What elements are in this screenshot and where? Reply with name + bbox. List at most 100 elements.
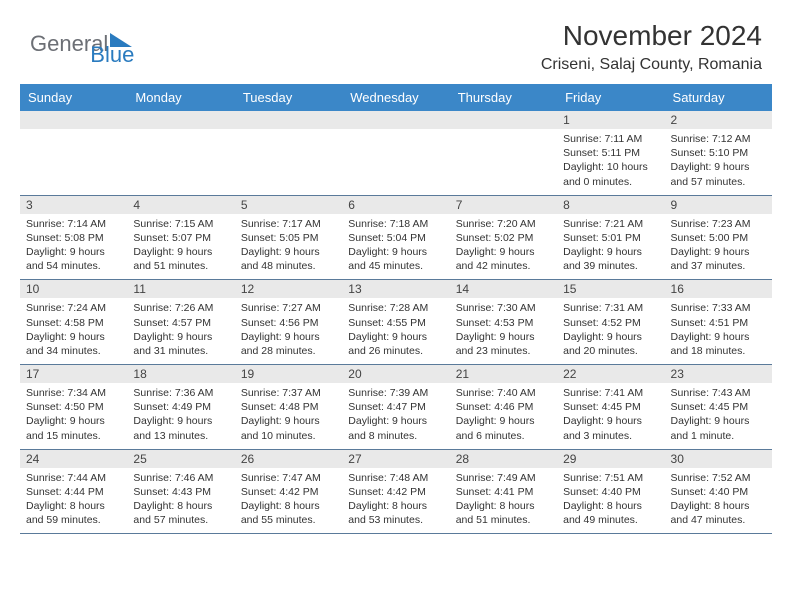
day-detail-cell [450,129,557,195]
daylight-line: Daylight: 9 hours and 6 minutes. [456,414,551,442]
sunrise-line: Sunrise: 7:17 AM [241,217,336,231]
daylight-line: Daylight: 8 hours and 59 minutes. [26,499,121,527]
day-number-cell: 25 [127,449,234,468]
sunset-line: Sunset: 4:41 PM [456,485,551,499]
day-number-cell: 30 [665,449,772,468]
sunrise-line: Sunrise: 7:21 AM [563,217,658,231]
day-number-cell: 9 [665,195,772,214]
weekday-header: Tuesday [235,84,342,111]
day-detail-cell: Sunrise: 7:14 AMSunset: 5:08 PMDaylight:… [20,214,127,280]
daylight-line: Daylight: 9 hours and 10 minutes. [241,414,336,442]
daylight-line: Daylight: 10 hours and 0 minutes. [563,160,658,188]
sunrise-line: Sunrise: 7:33 AM [671,301,766,315]
daylight-line: Daylight: 9 hours and 28 minutes. [241,330,336,358]
day-number-cell [20,111,127,129]
day-number-cell: 14 [450,280,557,299]
sunrise-line: Sunrise: 7:23 AM [671,217,766,231]
daylight-line: Daylight: 8 hours and 53 minutes. [348,499,443,527]
sunset-line: Sunset: 4:42 PM [241,485,336,499]
day-number-cell [127,111,234,129]
daylight-line: Daylight: 9 hours and 13 minutes. [133,414,228,442]
day-number-cell: 26 [235,449,342,468]
sunset-line: Sunset: 4:42 PM [348,485,443,499]
sunset-line: Sunset: 5:00 PM [671,231,766,245]
daylight-line: Daylight: 9 hours and 54 minutes. [26,245,121,273]
day-number-row: 17181920212223 [20,365,772,384]
daylight-line: Daylight: 8 hours and 55 minutes. [241,499,336,527]
daylight-line: Daylight: 9 hours and 57 minutes. [671,160,766,188]
day-number-cell: 13 [342,280,449,299]
sunset-line: Sunset: 4:44 PM [26,485,121,499]
sunrise-line: Sunrise: 7:40 AM [456,386,551,400]
daylight-line: Daylight: 8 hours and 51 minutes. [456,499,551,527]
daylight-line: Daylight: 9 hours and 37 minutes. [671,245,766,273]
day-number-cell: 12 [235,280,342,299]
weekday-header: Saturday [665,84,772,111]
sunset-line: Sunset: 5:11 PM [563,146,658,160]
day-detail-cell: Sunrise: 7:23 AMSunset: 5:00 PMDaylight:… [665,214,772,280]
weekday-header: Monday [127,84,234,111]
sunset-line: Sunset: 5:04 PM [348,231,443,245]
sunset-line: Sunset: 4:53 PM [456,316,551,330]
sunset-line: Sunset: 4:40 PM [671,485,766,499]
day-number-cell: 18 [127,365,234,384]
sunset-line: Sunset: 4:57 PM [133,316,228,330]
daylight-line: Daylight: 9 hours and 1 minute. [671,414,766,442]
sunset-line: Sunset: 4:55 PM [348,316,443,330]
day-detail-cell: Sunrise: 7:12 AMSunset: 5:10 PMDaylight:… [665,129,772,195]
day-detail-cell: Sunrise: 7:20 AMSunset: 5:02 PMDaylight:… [450,214,557,280]
sunrise-line: Sunrise: 7:47 AM [241,471,336,485]
daylight-line: Daylight: 9 hours and 26 minutes. [348,330,443,358]
sunset-line: Sunset: 4:50 PM [26,400,121,414]
day-detail-cell: Sunrise: 7:44 AMSunset: 4:44 PMDaylight:… [20,468,127,534]
day-number-cell: 10 [20,280,127,299]
sunrise-line: Sunrise: 7:46 AM [133,471,228,485]
sunrise-line: Sunrise: 7:11 AM [563,132,658,146]
day-number-cell [235,111,342,129]
sunrise-line: Sunrise: 7:49 AM [456,471,551,485]
sunset-line: Sunset: 4:45 PM [563,400,658,414]
day-detail-cell: Sunrise: 7:15 AMSunset: 5:07 PMDaylight:… [127,214,234,280]
day-detail-cell: Sunrise: 7:31 AMSunset: 4:52 PMDaylight:… [557,298,664,364]
day-number-row: 10111213141516 [20,280,772,299]
day-number-cell [450,111,557,129]
day-detail-cell: Sunrise: 7:47 AMSunset: 4:42 PMDaylight:… [235,468,342,534]
day-number-row: 24252627282930 [20,449,772,468]
day-detail-cell: Sunrise: 7:11 AMSunset: 5:11 PMDaylight:… [557,129,664,195]
day-detail-cell: Sunrise: 7:49 AMSunset: 4:41 PMDaylight:… [450,468,557,534]
day-detail-cell: Sunrise: 7:52 AMSunset: 4:40 PMDaylight:… [665,468,772,534]
weekday-header: Thursday [450,84,557,111]
daylight-line: Daylight: 9 hours and 8 minutes. [348,414,443,442]
day-detail-cell [342,129,449,195]
day-detail-cell: Sunrise: 7:41 AMSunset: 4:45 PMDaylight:… [557,383,664,449]
day-number-cell: 8 [557,195,664,214]
day-detail-row: Sunrise: 7:24 AMSunset: 4:58 PMDaylight:… [20,298,772,364]
weekday-header: Wednesday [342,84,449,111]
day-number-cell: 21 [450,365,557,384]
sunset-line: Sunset: 4:47 PM [348,400,443,414]
sunrise-line: Sunrise: 7:36 AM [133,386,228,400]
day-number-cell: 4 [127,195,234,214]
day-number-cell: 7 [450,195,557,214]
day-detail-cell: Sunrise: 7:21 AMSunset: 5:01 PMDaylight:… [557,214,664,280]
location-subtitle: Criseni, Salaj County, Romania [541,56,762,74]
daylight-line: Daylight: 9 hours and 3 minutes. [563,414,658,442]
day-detail-cell: Sunrise: 7:48 AMSunset: 4:42 PMDaylight:… [342,468,449,534]
weekday-header: Sunday [20,84,127,111]
day-number-cell [342,111,449,129]
daylight-line: Daylight: 8 hours and 57 minutes. [133,499,228,527]
day-number-cell: 3 [20,195,127,214]
day-number-row: 3456789 [20,195,772,214]
daylight-line: Daylight: 9 hours and 42 minutes. [456,245,551,273]
day-detail-cell [20,129,127,195]
sunrise-line: Sunrise: 7:18 AM [348,217,443,231]
sunrise-line: Sunrise: 7:43 AM [671,386,766,400]
daylight-line: Daylight: 9 hours and 23 minutes. [456,330,551,358]
sunset-line: Sunset: 5:07 PM [133,231,228,245]
day-detail-cell: Sunrise: 7:18 AMSunset: 5:04 PMDaylight:… [342,214,449,280]
day-detail-cell: Sunrise: 7:17 AMSunset: 5:05 PMDaylight:… [235,214,342,280]
sunset-line: Sunset: 5:02 PM [456,231,551,245]
sunrise-line: Sunrise: 7:14 AM [26,217,121,231]
sunrise-line: Sunrise: 7:28 AM [348,301,443,315]
day-number-cell: 29 [557,449,664,468]
